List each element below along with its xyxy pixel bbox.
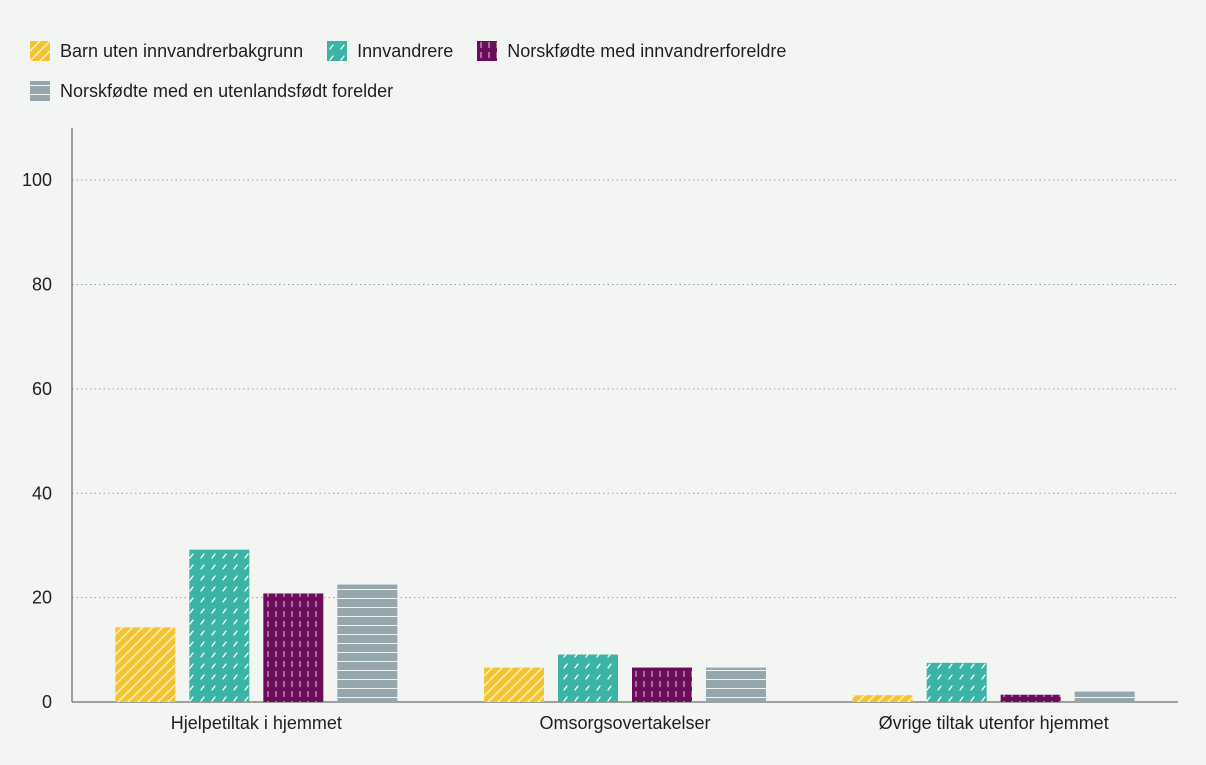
y-tick-label: 100 xyxy=(22,170,52,190)
x-category-label: Omsorgsovertakelser xyxy=(539,713,710,733)
legend-label: Innvandrere xyxy=(357,40,454,61)
bar xyxy=(852,695,913,702)
legend-item: Barn uten innvandrerbakgrunn xyxy=(30,38,303,64)
y-tick-label: 80 xyxy=(32,275,52,295)
y-tick-label: 60 xyxy=(32,379,52,399)
grid-lines xyxy=(72,179,1178,599)
axes xyxy=(71,128,1178,703)
bar xyxy=(115,627,176,702)
legend-label: Norskfødte med en utenlandsfødt forelder xyxy=(60,80,394,101)
legend-item: Norskfødte med innvandrerforeldre xyxy=(477,38,786,64)
bar xyxy=(706,667,766,702)
bar xyxy=(263,593,324,702)
bar xyxy=(558,654,618,702)
legend-item: Norskfødte med en utenlandsfødt forelder xyxy=(30,78,393,104)
bar xyxy=(337,584,398,702)
axis-labels: 0 20 40 60 80 100 Hjelpetiltak i hjemmet Omsorg… xyxy=(22,170,1109,733)
x-category-label: Hjelpetiltak i hjemmet xyxy=(171,713,342,733)
legend-swatch xyxy=(477,41,498,61)
legend-swatch xyxy=(30,81,50,101)
y-tick-label: 0 xyxy=(42,692,52,712)
bar xyxy=(189,549,250,702)
bars xyxy=(115,549,1135,702)
chart-legend: Barn uten innvandrerbakgrunn Innvandrere N… xyxy=(30,38,1130,104)
legend-item: Innvandrere xyxy=(327,38,453,64)
bar xyxy=(926,662,987,702)
y-tick-label: 20 xyxy=(32,588,52,608)
bar xyxy=(1000,694,1061,702)
legend-label: Barn uten innvandrerbakgrunn xyxy=(60,40,304,61)
legend-swatch xyxy=(327,41,348,61)
y-tick-label: 40 xyxy=(32,483,52,503)
legend-label: Norskfødte med innvandrerforeldre xyxy=(507,40,787,61)
x-category-label: Øvrige tiltak utenfor hjemmet xyxy=(879,713,1109,733)
legend-swatch xyxy=(30,41,50,61)
bar xyxy=(632,667,692,702)
bar xyxy=(1074,691,1135,702)
bar xyxy=(484,667,544,702)
